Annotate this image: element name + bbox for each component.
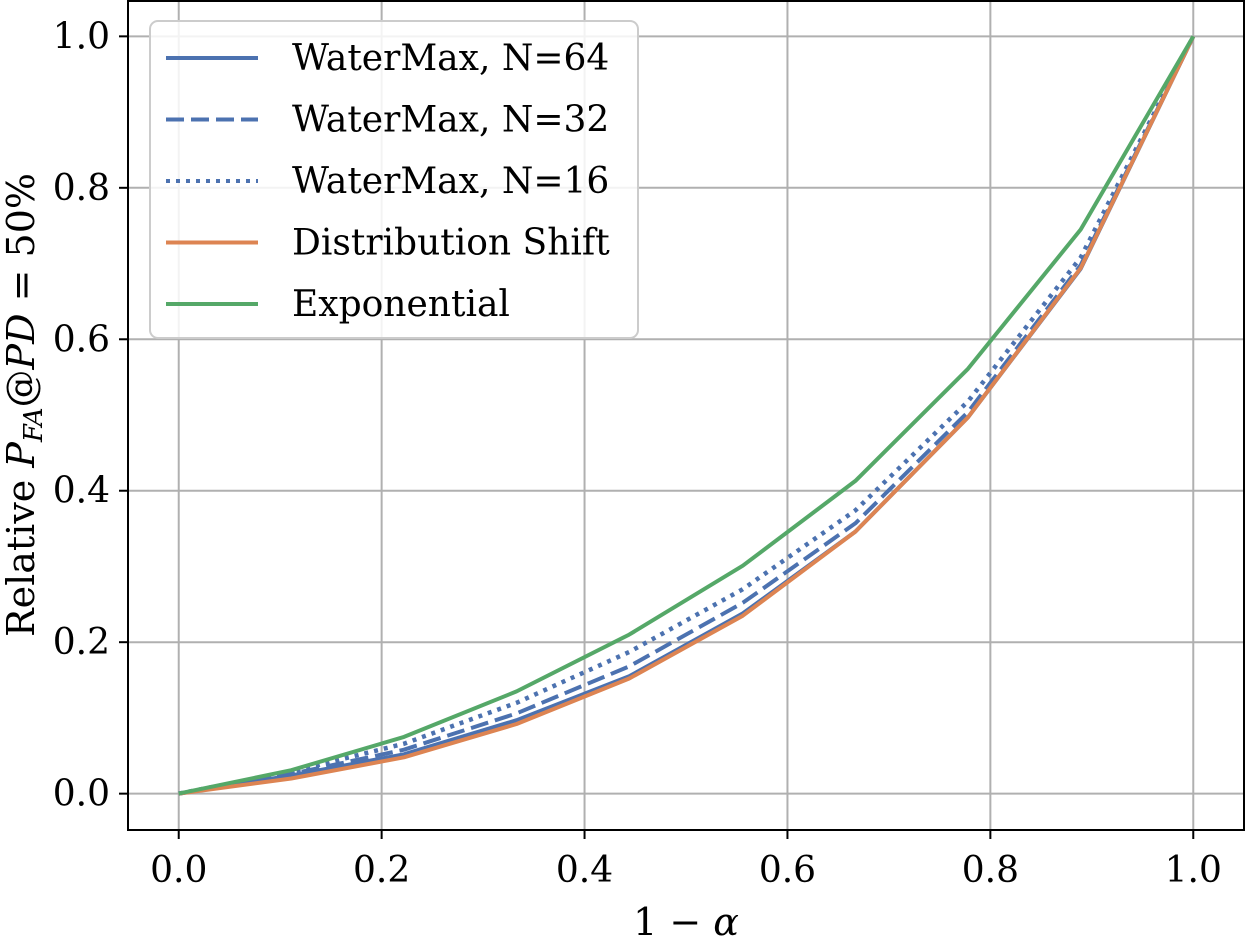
y-tick-label: 0.6 <box>53 319 110 360</box>
x-tick-label: 0.0 <box>150 850 207 891</box>
y-axis-label-at: @ <box>0 370 43 408</box>
y-tick-label: 1.0 <box>53 16 110 57</box>
series-lines <box>178 35 1196 796</box>
legend-items: WaterMax, N=64 WaterMax, N=32 WaterMax, N=… <box>166 38 610 325</box>
x-axis-label-alpha: α <box>713 900 739 944</box>
series-line-1 <box>178 35 1196 796</box>
y-axis-label-p: P <box>0 441 43 469</box>
legend-label-4: Exponential <box>292 284 510 325</box>
legend-label-0: WaterMax, N=64 <box>292 38 609 79</box>
x-tick-label: 0.8 <box>962 850 1019 891</box>
ticks: 0.0 0.2 0.4 0.6 0.8 1.0 0.0 0.2 0.4 0.6 0.8 1.0 <box>53 16 1222 891</box>
x-tick-label: 1.0 <box>1165 850 1222 891</box>
legend: WaterMax, N=64 WaterMax, N=32 WaterMax, N=… <box>149 20 639 339</box>
y-axis-label-sub: FA <box>19 408 49 444</box>
legend-label-3: Distribution Shift <box>292 223 610 264</box>
x-tick-label: 0.2 <box>353 850 410 891</box>
y-axis-label-pd: PD <box>0 313 43 370</box>
y-axis-label-word: Relative <box>0 468 43 637</box>
y-tick-label: 0.0 <box>53 774 110 815</box>
x-axis-label: 1 − α <box>633 900 739 944</box>
y-axis-label: Relative PFA@PD = 50% <box>0 173 49 637</box>
y-tick-label: 0.8 <box>53 168 110 209</box>
x-axis-label-one: 1 − <box>633 900 713 944</box>
series-line-3 <box>178 35 1196 796</box>
y-tick-label: 0.4 <box>53 471 110 512</box>
axes-frame <box>127 0 1245 831</box>
legend-box <box>149 20 639 339</box>
x-tick-label: 0.6 <box>759 850 816 891</box>
legend-label-1: WaterMax, N=32 <box>292 100 609 141</box>
x-tick-label: 0.4 <box>556 850 613 891</box>
y-tick-label: 0.2 <box>53 622 110 663</box>
series-line-2 <box>178 35 1196 796</box>
y-axis-label-rest: = 50% <box>0 173 43 313</box>
series-line-4 <box>178 35 1196 796</box>
legend-label-2: WaterMax, N=16 <box>292 161 609 202</box>
